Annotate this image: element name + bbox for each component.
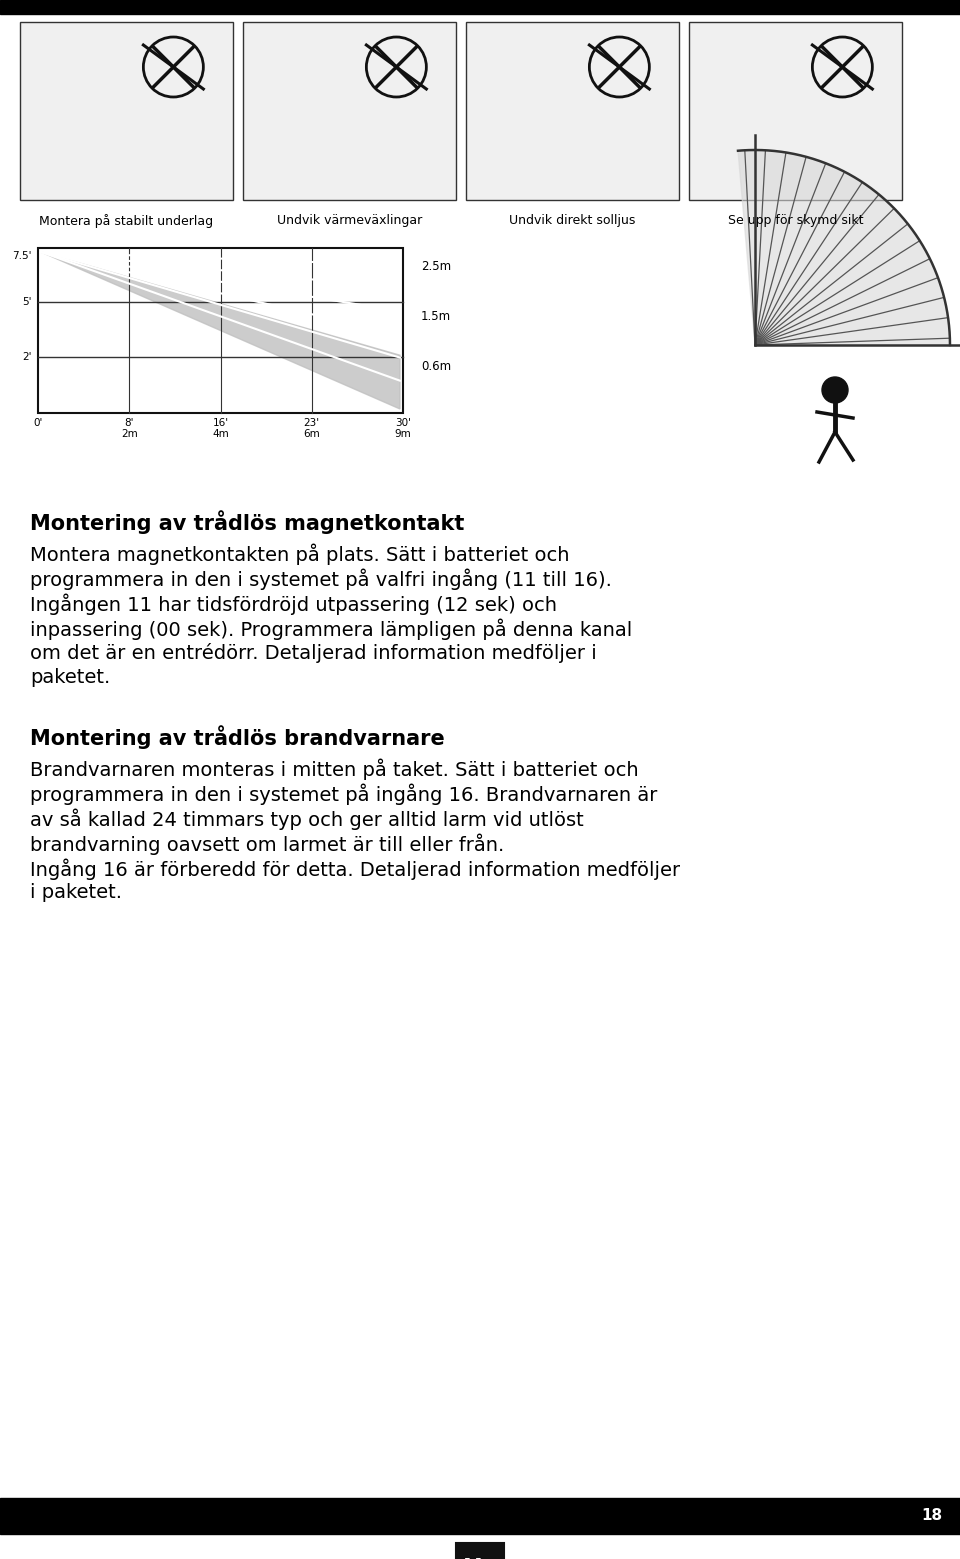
- Text: 2.5m: 2.5m: [421, 260, 451, 273]
- Text: 7.5': 7.5': [12, 251, 32, 260]
- Bar: [689, 22, 902, 200]
- Text: brandvarning oavsett om larmet är till eller från.: brandvarning oavsett om larmet är till e…: [30, 833, 504, 854]
- Text: Ingången 11 har tidsfördröjd utpassering (12 sek) och: Ingången 11 har tidsfördröjd utpassering…: [30, 592, 557, 614]
- Text: 6m: 6m: [303, 429, 320, 440]
- Bar: [456, 1543, 504, 1559]
- Text: 4m: 4m: [212, 429, 228, 440]
- Text: 9m: 9m: [395, 429, 412, 440]
- Text: Montera på stabilt underlag: Montera på stabilt underlag: [39, 214, 213, 228]
- Bar: [0, 0, 960, 14]
- Text: 2': 2': [22, 352, 32, 362]
- Text: Undvik direkt solljus: Undvik direkt solljus: [510, 214, 636, 228]
- Text: 5': 5': [22, 298, 32, 307]
- Text: av så kallad 24 timmars typ och ger alltid larm vid utlöst: av så kallad 24 timmars typ och ger allt…: [30, 808, 584, 829]
- Text: Se upp för skymd sikt: Se upp för skymd sikt: [728, 214, 863, 228]
- Text: Montering av trådlös brandvarnare: Montering av trådlös brandvarnare: [30, 725, 444, 748]
- Text: 23': 23': [303, 418, 320, 429]
- Text: 2m: 2m: [121, 429, 137, 440]
- Bar: [38, 248, 403, 413]
- Text: Montering av trådlös magnetkontakt: Montering av trådlös magnetkontakt: [30, 510, 465, 533]
- Bar: [20, 22, 233, 200]
- Polygon shape: [738, 150, 950, 345]
- Text: Ingång 16 är förberedd för detta. Detaljerad information medföljer: Ingång 16 är förberedd för detta. Detalj…: [30, 857, 680, 879]
- Text: om det är en entrédörr. Detaljerad information medföljer i: om det är en entrédörr. Detaljerad infor…: [30, 642, 597, 663]
- Text: programmera in den i systemet på ingång 16. Brandvarnaren är: programmera in den i systemet på ingång …: [30, 783, 658, 804]
- Text: Brandvarnaren monteras i mitten på taket. Sätt i batteriet och: Brandvarnaren monteras i mitten på taket…: [30, 758, 638, 780]
- Text: i paketet.: i paketet.: [30, 882, 122, 903]
- Text: paketet.: paketet.: [30, 667, 110, 688]
- Polygon shape: [41, 253, 400, 408]
- Text: 8': 8': [125, 418, 134, 429]
- Bar: [243, 22, 456, 200]
- Text: programmera in den i systemet på valfri ingång (11 till 16).: programmera in den i systemet på valfri …: [30, 567, 612, 589]
- Text: 30': 30': [395, 418, 411, 429]
- Circle shape: [822, 377, 848, 402]
- Text: 16': 16': [212, 418, 228, 429]
- Text: Undvik värmeväxlingar: Undvik värmeväxlingar: [276, 214, 422, 228]
- Text: inpassering (00 sek). Programmera lämpligen på denna kanal: inpassering (00 sek). Programmera lämpli…: [30, 617, 633, 639]
- Text: H: H: [463, 1557, 483, 1559]
- Bar: [0, 1498, 960, 1534]
- Text: 0.6m: 0.6m: [421, 360, 451, 373]
- Text: 18: 18: [921, 1509, 942, 1523]
- Text: Montera magnetkontakten på plats. Sätt i batteriet och: Montera magnetkontakten på plats. Sätt i…: [30, 543, 569, 564]
- Bar: [466, 22, 679, 200]
- Text: 1.5m: 1.5m: [421, 310, 451, 323]
- Text: 0': 0': [34, 418, 42, 429]
